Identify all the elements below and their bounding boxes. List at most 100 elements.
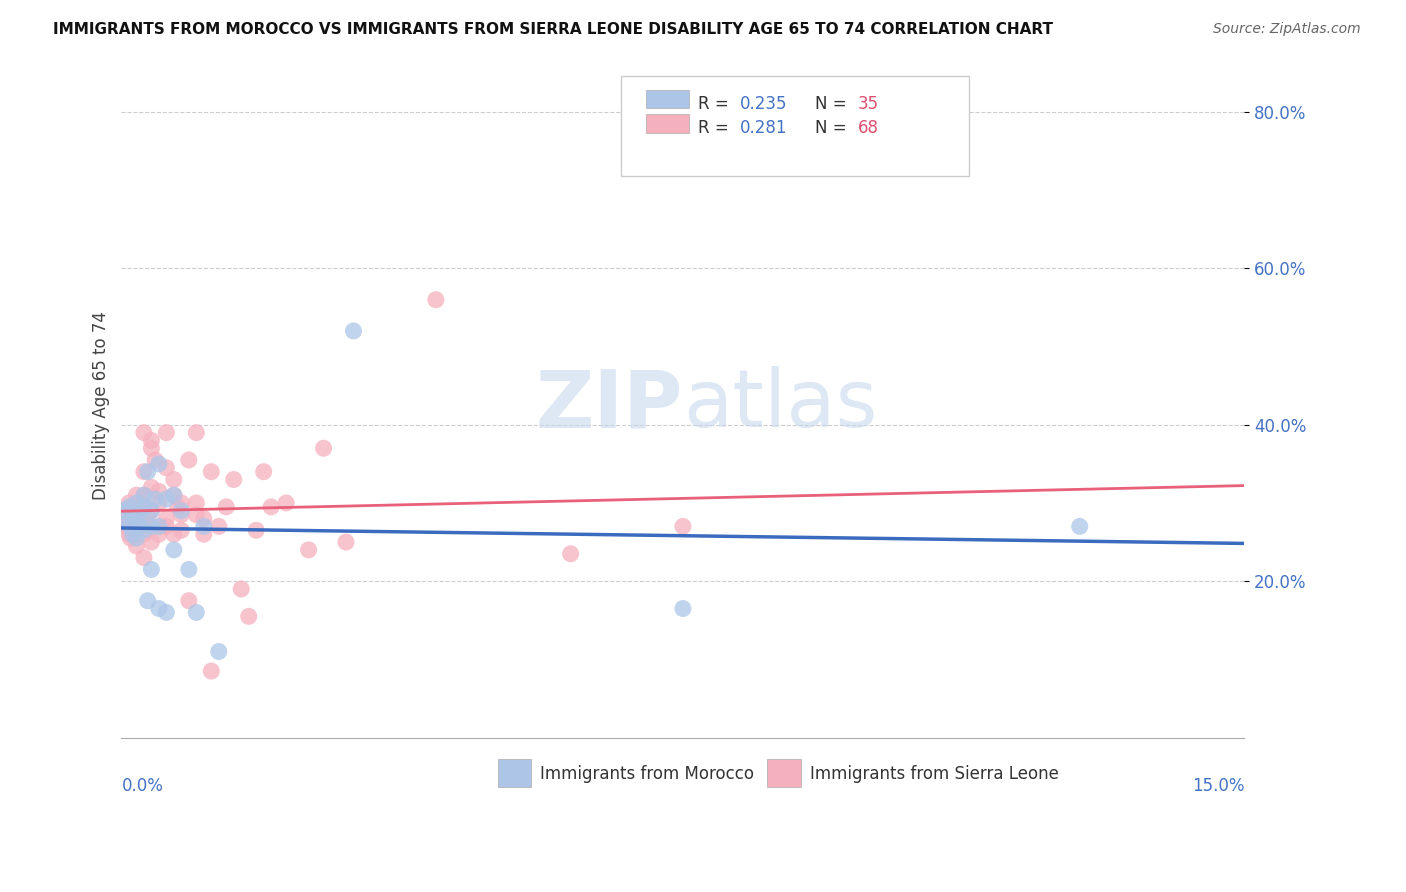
Point	[148, 457, 170, 471]
Point	[132, 516, 155, 530]
Point	[155, 519, 177, 533]
Point	[132, 500, 155, 514]
Point	[120, 531, 142, 545]
Point	[112, 519, 135, 533]
Point	[132, 488, 155, 502]
Text: 0.281: 0.281	[740, 120, 787, 137]
Point	[155, 460, 177, 475]
Point	[163, 488, 186, 502]
Point	[260, 500, 283, 514]
Point	[136, 508, 159, 522]
Point	[186, 425, 208, 440]
Point	[148, 519, 170, 533]
Text: 15.0%: 15.0%	[1192, 778, 1244, 796]
Point	[141, 504, 163, 518]
Point	[121, 527, 143, 541]
Point	[208, 519, 231, 533]
Point	[118, 496, 141, 510]
Point	[121, 508, 143, 522]
Point	[312, 442, 335, 456]
Point	[125, 511, 148, 525]
Point	[155, 511, 177, 525]
Point	[132, 524, 155, 538]
Point	[141, 519, 163, 533]
Point	[141, 442, 163, 456]
FancyBboxPatch shape	[498, 759, 531, 788]
Point	[114, 504, 136, 518]
Text: Immigrants from Morocco: Immigrants from Morocco	[540, 765, 754, 783]
Point	[231, 582, 253, 596]
Point	[253, 465, 276, 479]
Point	[125, 539, 148, 553]
FancyBboxPatch shape	[621, 77, 969, 176]
Point	[170, 504, 193, 518]
Point	[155, 425, 177, 440]
Text: Source: ZipAtlas.com: Source: ZipAtlas.com	[1213, 22, 1361, 37]
Point	[177, 453, 200, 467]
Point	[125, 519, 148, 533]
Point	[186, 508, 208, 522]
Point	[163, 542, 186, 557]
Point	[276, 496, 298, 510]
Point	[245, 524, 267, 538]
Point	[177, 593, 200, 607]
Point	[672, 601, 695, 615]
Text: 0.235: 0.235	[740, 95, 787, 113]
Point	[143, 453, 166, 467]
Point	[121, 500, 143, 514]
Point	[193, 527, 215, 541]
Point	[166, 500, 188, 514]
Point	[132, 488, 155, 502]
Point	[132, 550, 155, 565]
Point	[132, 527, 155, 541]
Point	[118, 500, 141, 514]
Point	[163, 488, 186, 502]
Text: 35: 35	[858, 95, 879, 113]
Point	[148, 519, 170, 533]
Point	[141, 434, 163, 448]
Point	[186, 496, 208, 510]
Point	[342, 324, 364, 338]
Point	[143, 491, 166, 506]
Point	[425, 293, 447, 307]
Y-axis label: Disability Age 65 to 74: Disability Age 65 to 74	[93, 310, 110, 500]
Point	[163, 527, 186, 541]
Text: ZIP: ZIP	[536, 367, 683, 444]
Point	[125, 511, 148, 525]
Text: N =: N =	[815, 95, 852, 113]
Point	[129, 496, 152, 510]
FancyBboxPatch shape	[645, 114, 689, 133]
Point	[129, 519, 152, 533]
Text: IMMIGRANTS FROM MOROCCO VS IMMIGRANTS FROM SIERRA LEONE DISABILITY AGE 65 TO 74 : IMMIGRANTS FROM MOROCCO VS IMMIGRANTS FR…	[53, 22, 1053, 37]
Point	[141, 562, 163, 576]
Point	[297, 542, 319, 557]
Point	[560, 547, 582, 561]
Point	[672, 519, 695, 533]
Point	[177, 562, 200, 576]
Point	[125, 531, 148, 545]
Point	[132, 425, 155, 440]
Point	[1069, 519, 1091, 533]
Point	[118, 511, 141, 525]
Text: R =: R =	[697, 95, 734, 113]
Point	[200, 664, 222, 678]
FancyBboxPatch shape	[645, 89, 689, 108]
Point	[155, 491, 177, 506]
Point	[125, 524, 148, 538]
Point	[121, 508, 143, 522]
Point	[170, 508, 193, 522]
Point	[129, 508, 152, 522]
Point	[155, 606, 177, 620]
Point	[215, 500, 238, 514]
Point	[193, 511, 215, 525]
Text: R =: R =	[697, 120, 734, 137]
Point	[148, 601, 170, 615]
Text: N =: N =	[815, 120, 852, 137]
Point	[163, 473, 186, 487]
Point	[117, 516, 139, 530]
Point	[120, 519, 142, 533]
Point	[148, 496, 170, 510]
Point	[118, 527, 141, 541]
Point	[141, 504, 163, 518]
Text: 0.0%: 0.0%	[121, 778, 163, 796]
